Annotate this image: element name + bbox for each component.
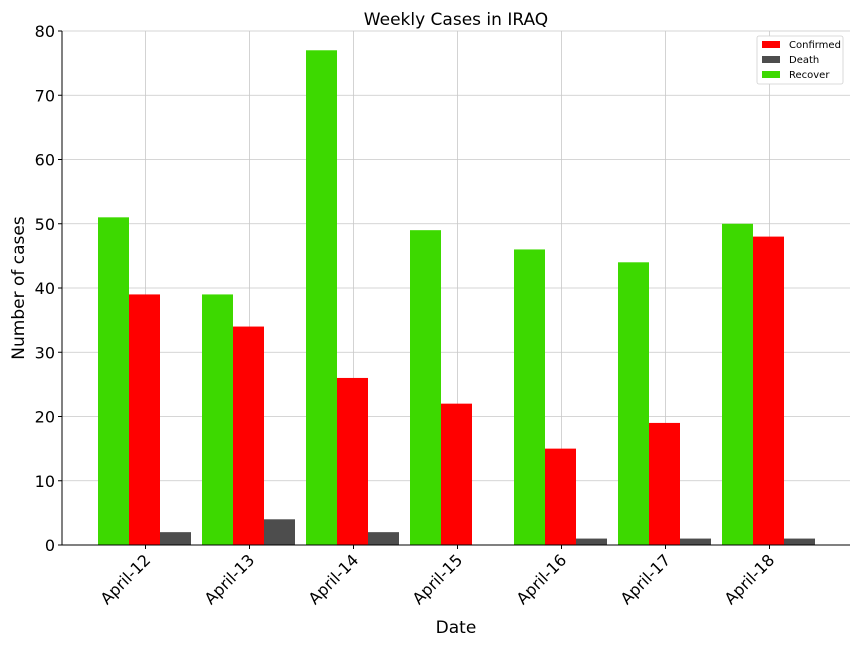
- y-tick-label: 20: [35, 408, 55, 427]
- y-tick-label: 10: [35, 472, 55, 491]
- x-tick-label: April-14: [305, 550, 363, 608]
- bar-confirmed: [337, 377, 368, 545]
- x-axis-title: Date: [436, 618, 477, 638]
- chart-title: Weekly Cases in IRAQ: [364, 10, 548, 30]
- x-tick-label: April-15: [409, 550, 467, 608]
- bar-recover: [514, 249, 545, 545]
- legend-swatch-confirmed: [762, 41, 780, 48]
- x-tick-label: April-18: [721, 550, 779, 608]
- legend-swatch-death: [762, 56, 780, 63]
- bar-confirmed: [441, 403, 472, 545]
- bar-recover: [722, 223, 753, 545]
- bar-death: [160, 532, 191, 545]
- bar-confirmed: [233, 326, 264, 545]
- y-tick-label: 40: [35, 279, 55, 298]
- bar-death: [680, 538, 711, 545]
- x-tick-label: April-13: [201, 550, 259, 608]
- bar-recover: [98, 217, 129, 545]
- y-tick-label: 30: [35, 343, 55, 362]
- bar-confirmed: [545, 448, 576, 545]
- y-axis-title: Number of cases: [9, 216, 29, 360]
- y-tick-label: 0: [45, 536, 55, 555]
- bar-recover: [202, 294, 233, 545]
- legend-label-recover: Recover: [789, 70, 830, 81]
- y-tick-label: 80: [35, 22, 55, 41]
- bar-recover: [618, 262, 649, 545]
- bar-death: [576, 538, 607, 545]
- bars: [98, 50, 815, 546]
- x-tick-label: April-12: [97, 550, 155, 608]
- legend-label-confirmed: Confirmed: [789, 40, 841, 51]
- y-tick-label: 70: [35, 86, 55, 105]
- bar-confirmed: [753, 236, 784, 545]
- legend-swatch-recover: [762, 71, 780, 78]
- legend-label-death: Death: [789, 55, 819, 66]
- y-tick-label: 60: [35, 151, 55, 170]
- bar-death: [368, 532, 399, 545]
- bar-death: [784, 538, 815, 545]
- x-tick-label: April-16: [513, 550, 571, 608]
- x-tick-label: April-17: [617, 550, 675, 608]
- legend: Confirmed Death Recover: [756, 35, 844, 85]
- bar-recover: [306, 50, 337, 546]
- bar-confirmed: [129, 294, 160, 545]
- bar-recover: [410, 230, 441, 546]
- y-tick-label: 50: [35, 215, 55, 234]
- bar-death: [264, 519, 295, 545]
- bar-confirmed: [649, 422, 680, 545]
